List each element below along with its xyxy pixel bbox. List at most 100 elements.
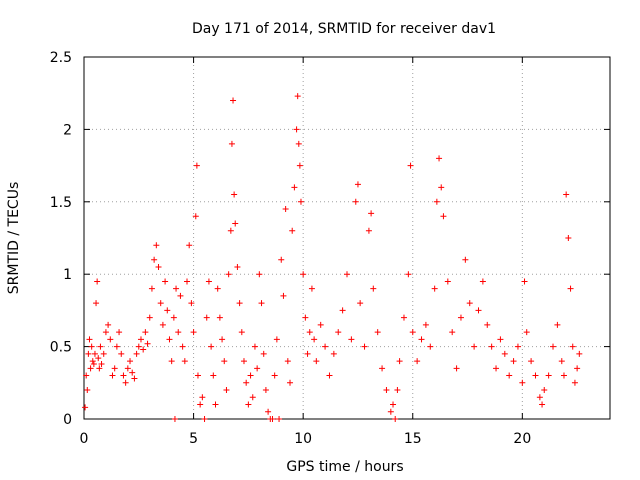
data-point <box>203 314 210 321</box>
x-tick-label: 20 <box>513 431 531 447</box>
data-point <box>84 387 91 394</box>
data-point <box>396 358 403 365</box>
data-point <box>339 307 346 314</box>
chart-title: Day 171 of 2014, SRMTID for receiver dav… <box>192 21 496 37</box>
data-point <box>170 314 177 321</box>
data-point <box>118 350 125 357</box>
data-point <box>497 336 504 343</box>
data-point <box>291 184 298 191</box>
data-point <box>300 271 307 278</box>
y-tick-label: 2.5 <box>50 50 72 66</box>
data-point <box>296 162 303 169</box>
data-point <box>294 93 301 100</box>
data-point <box>249 394 256 401</box>
data-point <box>131 375 138 382</box>
y-tick-label: 2 <box>63 122 72 138</box>
data-point <box>311 336 318 343</box>
data-point <box>216 314 223 321</box>
data-point <box>190 329 197 336</box>
data-point <box>153 242 160 249</box>
grid-layer <box>84 57 610 419</box>
y-tick-label: 0 <box>63 412 72 428</box>
y-tick-label: 0.5 <box>50 340 72 356</box>
data-point <box>102 329 109 336</box>
data-point <box>365 227 372 234</box>
data-point <box>414 358 421 365</box>
data-point <box>352 198 359 205</box>
data-point <box>370 285 377 292</box>
data-point <box>569 343 576 350</box>
data-point <box>344 271 350 278</box>
data-point <box>177 292 184 299</box>
data-point <box>251 343 258 350</box>
data-point <box>361 343 368 350</box>
data-point <box>140 346 147 353</box>
data-point <box>243 379 250 386</box>
data-point <box>519 379 526 386</box>
data-point <box>159 321 166 328</box>
data-point <box>326 372 333 379</box>
data-point <box>155 263 162 270</box>
data-point <box>247 372 254 379</box>
data-point <box>96 365 103 372</box>
data-point <box>273 336 280 343</box>
data-point <box>293 126 300 133</box>
data-point <box>232 220 239 227</box>
data-point <box>238 329 245 336</box>
data-point <box>122 379 129 386</box>
data-point <box>493 365 500 372</box>
data-point <box>168 358 175 365</box>
data-point <box>89 358 96 365</box>
data-point <box>387 408 394 415</box>
y-tick-label: 1 <box>63 267 72 283</box>
data-point <box>523 329 530 336</box>
data-point <box>100 350 107 357</box>
data-point <box>449 329 456 336</box>
data-point <box>107 336 114 343</box>
data-point <box>184 278 191 285</box>
data-point <box>260 350 267 357</box>
data-point <box>574 365 581 372</box>
data-point <box>171 416 178 422</box>
data-point <box>223 387 230 394</box>
data-point <box>120 372 127 379</box>
data-point <box>313 358 320 365</box>
data-point <box>302 314 309 321</box>
data-point <box>444 278 451 285</box>
data-point <box>427 343 434 350</box>
data-point <box>90 360 97 367</box>
data-point <box>554 321 561 328</box>
data-point <box>528 358 535 365</box>
data-point <box>111 365 118 372</box>
plot-frame <box>83 56 611 420</box>
data-point <box>335 329 342 336</box>
data-point <box>173 285 180 292</box>
data-point <box>306 329 313 336</box>
data-point <box>105 321 112 328</box>
data-point <box>127 358 134 365</box>
data-point <box>394 387 401 394</box>
data-point <box>422 321 429 328</box>
data-point <box>164 307 171 314</box>
data-point <box>440 213 447 220</box>
data-point <box>201 416 208 422</box>
data-point <box>457 314 464 321</box>
data-point <box>179 343 186 350</box>
data-point <box>97 343 104 350</box>
data-point <box>256 271 263 278</box>
data-point <box>466 300 473 307</box>
data-point <box>284 358 291 365</box>
data-point <box>514 343 521 350</box>
data-point <box>357 300 364 307</box>
data-point <box>86 336 93 343</box>
data-point <box>501 350 508 357</box>
data-point <box>199 394 206 401</box>
data-point <box>208 343 215 350</box>
data-point <box>550 343 557 350</box>
data-point <box>462 256 469 263</box>
data-point <box>265 408 272 415</box>
data-point <box>565 235 572 241</box>
data-point <box>374 329 381 336</box>
data-point <box>227 227 234 234</box>
